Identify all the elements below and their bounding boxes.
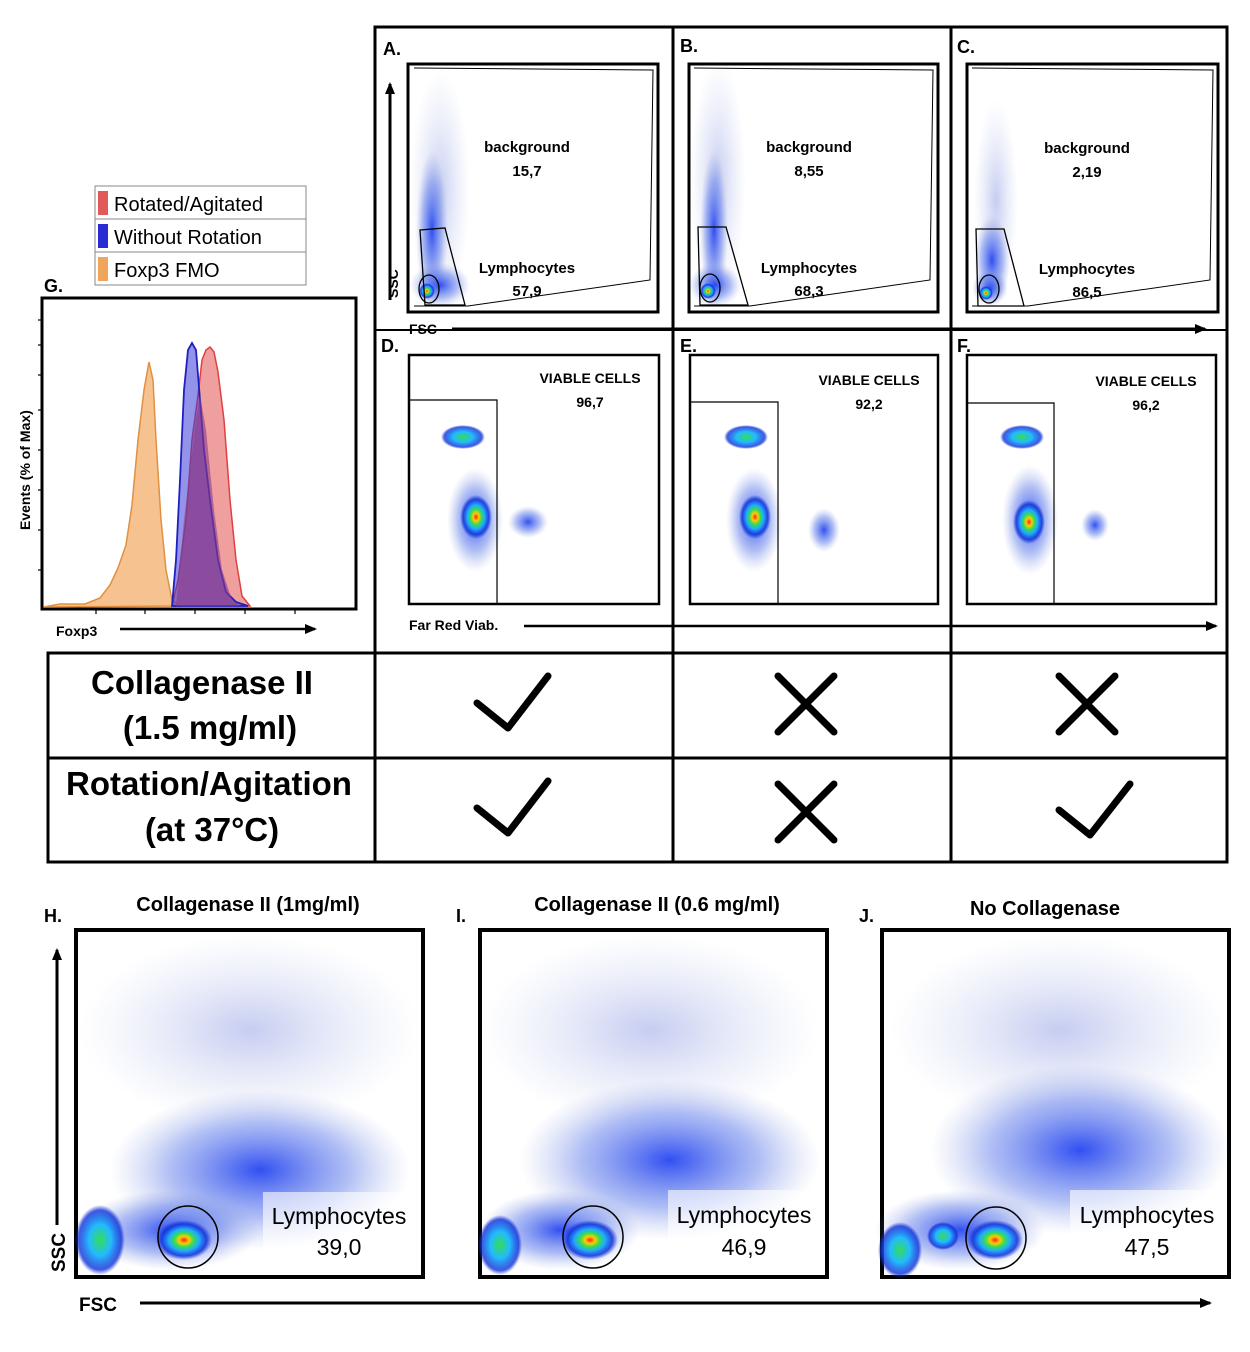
panel-letter: F. (957, 336, 971, 356)
panel-letter: E. (680, 336, 697, 356)
conditions-table: Collagenase II (1.5 mg/ml) Rotation/Agit… (66, 664, 1134, 848)
lymphocytes-label: Lymphocytes (479, 260, 575, 277)
row2-sublabel: (at 37°C) (145, 811, 279, 848)
background-value: 8,55 (794, 163, 823, 180)
ssc-axis-label: SSC (385, 269, 401, 298)
panel-J: J. No Collagenase Lymphocytes 47,5 (859, 898, 1231, 1279)
lymphocytes-value: 46,9 (722, 1234, 767, 1260)
panel-letter: J. (859, 906, 874, 926)
panel-B: B. background 8,55 Lymphocytes 68,3 (680, 36, 940, 314)
viable-label: VIABLE CELLS (539, 370, 640, 386)
panel-C: C. background 2,19 Lymphocytes 86,5 (957, 37, 1220, 314)
check-mark (473, 777, 552, 837)
viable-label: VIABLE CELLS (818, 372, 919, 388)
background-value: 2,19 (1072, 164, 1101, 181)
viability-axis: Far Red Viab. (409, 617, 1218, 633)
events-axis-label: Events (% of Max) (17, 410, 33, 530)
cross-mark (774, 672, 838, 736)
lymphocytes-value: 86,5 (1072, 284, 1101, 301)
panel-G-histogram: Rotated/Agitated Without Rotation Foxp3 … (17, 185, 358, 639)
panel-F: F. VIABLE CELLS 96,2 (957, 336, 1218, 606)
panel-letter: G. (44, 276, 63, 296)
background-label: background (484, 139, 570, 156)
legend-label-fmo: Foxp3 FMO (114, 260, 220, 282)
panel-I: I. Collagenase II (0.6 mg/ml) Lymphocyte… (456, 894, 829, 1279)
legend-swatch-rotated (98, 191, 108, 215)
panel-H: H. Collagenase II (1mg/ml) Lymphocytes 3… (44, 894, 425, 1279)
lymphocytes-label: Lymphocytes (677, 1202, 812, 1228)
lymphocytes-value: 39,0 (317, 1234, 362, 1260)
lymphocytes-value: 57,9 (512, 283, 541, 300)
panel-E: E. VIABLE CELLS 92,2 (680, 336, 940, 606)
legend-label-rotated: Rotated/Agitated (114, 194, 263, 216)
fsc-axis-label: FSC (409, 321, 437, 337)
lymphocytes-value: 47,5 (1125, 1234, 1170, 1260)
row1-sublabel: (1.5 mg/ml) (123, 709, 297, 746)
legend-swatch-fmo (98, 257, 108, 281)
background-label: background (766, 139, 852, 156)
background-label: background (1044, 140, 1130, 157)
check-mark (1055, 780, 1134, 839)
panel-letter: A. (383, 39, 401, 59)
histogram-overlap (176, 395, 240, 606)
foxp3-axis-label: Foxp3 (56, 623, 97, 639)
far-red-axis-label: Far Red Viab. (409, 617, 498, 633)
panel-letter: B. (680, 36, 698, 56)
panel-A: A. background 15,7 Lymphocytes 57,9 (383, 39, 660, 314)
panel-grid-frame (46, 25, 1229, 864)
legend-label-without-rotation: Without Rotation (114, 227, 262, 249)
panel-letter: I. (456, 906, 466, 926)
top-axes: SSC FSC (385, 82, 1207, 337)
viable-value: 96,2 (1132, 397, 1159, 413)
panel-title: Collagenase II (0.6 mg/ml) (534, 894, 780, 916)
panel-letter: D. (381, 336, 399, 356)
lymphocytes-label: Lymphocytes (1080, 1202, 1215, 1228)
background-value: 15,7 (512, 163, 541, 180)
viable-value: 92,2 (855, 396, 882, 412)
panel-title: Collagenase II (1mg/ml) (136, 894, 359, 916)
row1-label: Collagenase II (91, 664, 313, 701)
lymphocytes-value: 68,3 (794, 283, 823, 300)
viable-label: VIABLE CELLS (1095, 373, 1196, 389)
viable-value: 96,7 (576, 394, 603, 410)
histogram-ticks (38, 319, 296, 614)
lymphocytes-label: Lymphocytes (272, 1203, 407, 1229)
cross-mark (774, 780, 838, 844)
bottom-axes: SSC FSC (49, 948, 1212, 1316)
legend-swatch-without-rotation (98, 224, 108, 248)
fsc-axis-label: FSC (79, 1295, 117, 1316)
check-mark (473, 672, 552, 732)
row2-label: Rotation/Agitation (66, 765, 352, 802)
panel-D: D. VIABLE CELLS 96,7 (381, 336, 661, 606)
legend: Rotated/Agitated Without Rotation Foxp3 … (94, 185, 307, 286)
histogram-fmo-curve (43, 361, 183, 608)
lymphocytes-label: Lymphocytes (1039, 261, 1135, 278)
ssc-axis-label: SSC (49, 1233, 70, 1272)
panel-letter: H. (44, 906, 62, 926)
panel-letter: C. (957, 37, 975, 57)
cross-mark (1055, 672, 1119, 736)
panel-title: No Collagenase (970, 898, 1120, 920)
lymphocytes-label: Lymphocytes (761, 260, 857, 277)
